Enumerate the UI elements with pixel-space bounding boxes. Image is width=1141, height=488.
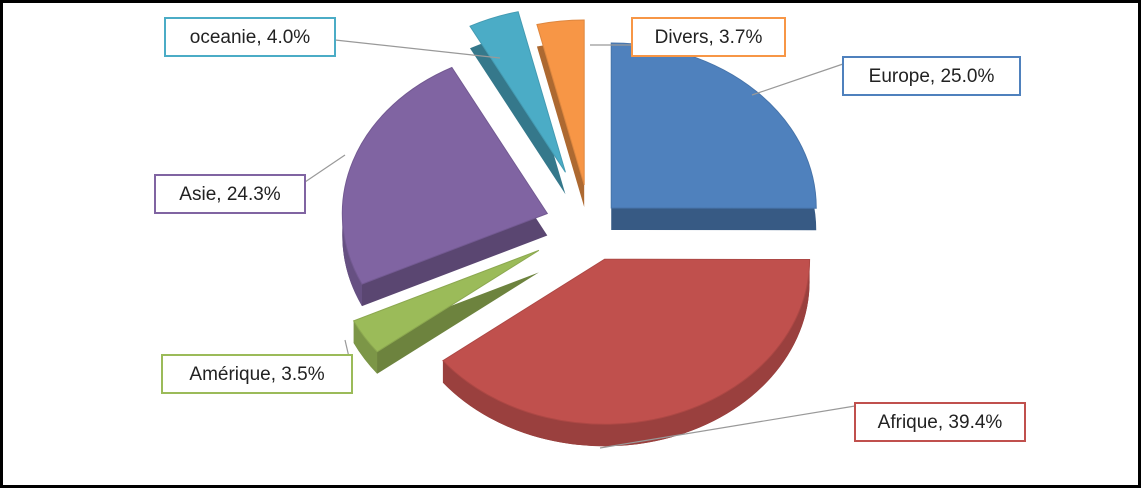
- slice-side: [353, 320, 378, 374]
- label-box: [631, 17, 786, 57]
- leader-line: [751, 63, 844, 96]
- label-box: [854, 402, 1026, 442]
- leader-line: [304, 154, 346, 183]
- slice: [341, 66, 549, 285]
- slice: [536, 19, 585, 186]
- leader-line: [334, 39, 501, 59]
- slices: [341, 11, 817, 447]
- data-label: oceanie, 4.0%: [190, 27, 311, 48]
- data-label: Divers, 3.7%: [655, 27, 763, 48]
- slice: [442, 258, 811, 425]
- slice-bottom: [469, 33, 566, 195]
- label-box: [164, 17, 336, 57]
- data-label: Asie, 24.3%: [179, 184, 280, 205]
- leader-line: [599, 405, 856, 449]
- label-box: [154, 174, 306, 214]
- label-box: [161, 354, 353, 394]
- labels: Europe, 25.0% Afrique, 39.4% Amérique, 3.5…: [154, 17, 1026, 449]
- data-label: Amérique, 3.5%: [189, 364, 324, 385]
- label-box: [842, 56, 1021, 96]
- slice-bottom: [353, 272, 539, 374]
- data-label: Afrique, 39.4%: [878, 412, 1003, 433]
- slice-side: [342, 213, 363, 307]
- slice-side: [442, 259, 810, 447]
- slice: [469, 11, 566, 173]
- data-label: Europe, 25.0%: [869, 66, 995, 87]
- slice: [352, 249, 540, 353]
